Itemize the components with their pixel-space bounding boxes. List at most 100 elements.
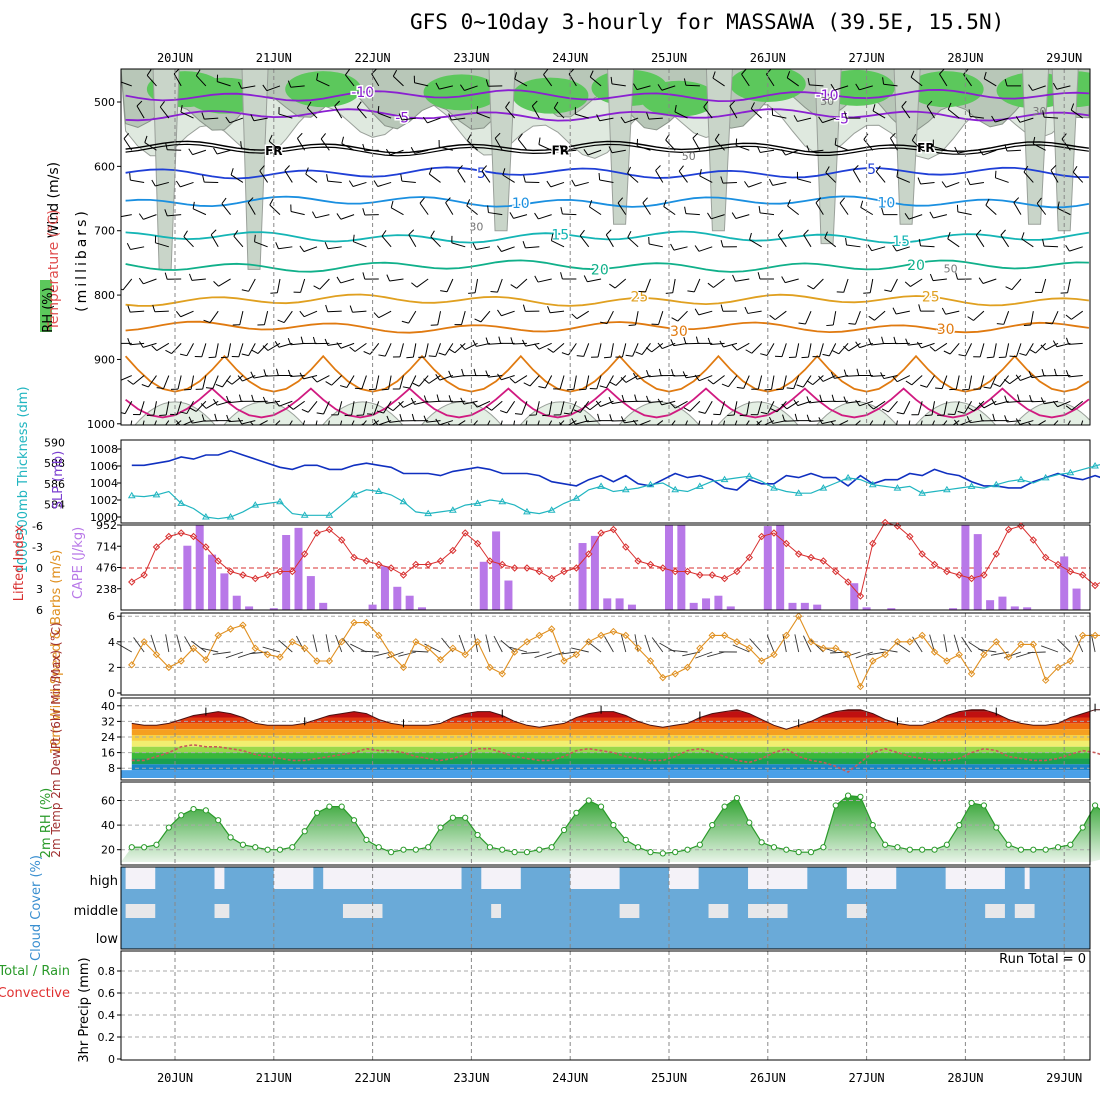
- wind-barb: [165, 401, 170, 416]
- wind-barb-flag: [682, 371, 687, 379]
- cloud-level-label: high: [90, 874, 118, 889]
- wind-barb-flag: [401, 320, 409, 324]
- wind-barb: [1072, 171, 1084, 183]
- wind-barb: [474, 278, 479, 293]
- wind-barb-flag: [203, 319, 211, 324]
- wind-barb: [568, 343, 577, 356]
- li-marker: [757, 532, 766, 541]
- rh2m-marker: [252, 844, 259, 851]
- wind-barb-flag: [609, 283, 616, 289]
- rh2m-marker: [906, 846, 913, 853]
- wind-barb-flag: [646, 112, 650, 120]
- wind10m-barb: [830, 651, 849, 654]
- wind-barb: [869, 420, 874, 425]
- wind-barb-flag: [770, 408, 778, 413]
- wind-barb: [353, 241, 367, 248]
- wind10m-barb: [212, 651, 231, 655]
- wind-barb-flag: [603, 356, 612, 359]
- wind-barb-flag: [1041, 369, 1045, 377]
- wind-barb: [968, 375, 973, 390]
- temp2m-tick-label: 24: [101, 731, 115, 744]
- wind-barb-flag: [276, 368, 279, 376]
- wind-barb-flag: [818, 116, 823, 123]
- wind-barb: [834, 85, 849, 91]
- wind-barb-flag: [467, 134, 472, 141]
- wind10m-barb: [794, 634, 800, 653]
- wind-barb: [212, 375, 219, 389]
- wind-barb: [648, 400, 663, 403]
- cloud-gap-high: [945, 867, 1005, 889]
- wind-barb-flag: [386, 415, 391, 423]
- wind-barb: [599, 179, 614, 183]
- wind-barb: [217, 81, 231, 87]
- isotherm-label: 25: [630, 289, 648, 305]
- cape-bar: [208, 554, 217, 610]
- rh2m-marker: [239, 841, 247, 848]
- thickness-slp-frame: [120, 439, 1091, 524]
- wind-barb-flag: [725, 433, 732, 434]
- wind-barb: [995, 177, 1009, 183]
- rh2m-marker: [227, 834, 234, 841]
- wind10m-marker: [634, 644, 642, 652]
- wind-barb: [785, 149, 799, 156]
- precip-axis-label: 3hr Precip (mm): [77, 957, 92, 1062]
- wind-barb-flag: [584, 415, 588, 422]
- wind-barb-flag: [325, 381, 332, 386]
- wind-barb: [221, 203, 231, 215]
- wind-barb-flag: [853, 165, 859, 171]
- wind-barb-flag: [376, 410, 384, 414]
- wind-barb: [525, 246, 540, 249]
- wind-barb-flag: [781, 276, 786, 283]
- bottom-date-label: 29JUN: [1046, 1071, 1082, 1085]
- wind-barb: [190, 375, 195, 390]
- wind-barb: [698, 420, 701, 425]
- wind-barb: [1041, 278, 1047, 293]
- isotherm-label: -10: [351, 85, 374, 101]
- wind-barb-flag: [978, 148, 984, 156]
- bottom-date-label: 26JUN: [750, 1071, 786, 1085]
- wind-barb-flag: [588, 200, 593, 208]
- wind-barb-flag: [297, 132, 303, 139]
- wind-barb: [1003, 310, 1010, 325]
- wind-barb: [373, 401, 380, 415]
- wind-barb-flag: [373, 419, 379, 425]
- wind-barb-flag: [363, 351, 371, 355]
- wind-barb: [901, 106, 911, 119]
- isotherm-label: -5: [835, 112, 849, 128]
- wind-barb: [579, 400, 590, 413]
- wind-barb: [497, 278, 503, 293]
- li-marker: [313, 529, 321, 537]
- li-marker: [906, 532, 914, 541]
- wind-barb-flag: [221, 197, 227, 204]
- wind-barb-flag: [324, 338, 329, 346]
- wind-barb: [352, 181, 367, 188]
- wind-barb-flag: [238, 394, 242, 402]
- wind-barb: [793, 375, 800, 389]
- wind-barb-flag: [671, 317, 678, 322]
- wind-barb-flag: [485, 337, 489, 345]
- wind10m-marker: [165, 663, 173, 672]
- cape-bar: [615, 598, 624, 610]
- slp-marker: [448, 506, 457, 513]
- cloud-gap-middle: [1014, 904, 1035, 918]
- wind-barb-flag: [138, 341, 144, 348]
- temp-band: [131, 729, 1090, 736]
- wind10m-marker: [930, 648, 939, 656]
- wind-barb-flag: [287, 337, 292, 345]
- wind-barb: [815, 202, 824, 215]
- wind-barb: [903, 401, 911, 415]
- wind-barb-flag: [573, 409, 581, 413]
- li-marker: [807, 553, 815, 562]
- wind-barb-flag: [254, 234, 256, 242]
- wind-barb-flag: [213, 281, 219, 287]
- wind-barb: [786, 400, 799, 410]
- wind-barb: [1016, 343, 1022, 357]
- temp-band: [131, 711, 1090, 718]
- wind-barb: [167, 214, 182, 217]
- wind-barb-flag: [968, 109, 971, 117]
- wind-barb-flag: [830, 83, 836, 91]
- wind-barb-flag: [498, 336, 502, 344]
- wind-barb-flag: [683, 78, 687, 86]
- wind-barb: [615, 375, 627, 386]
